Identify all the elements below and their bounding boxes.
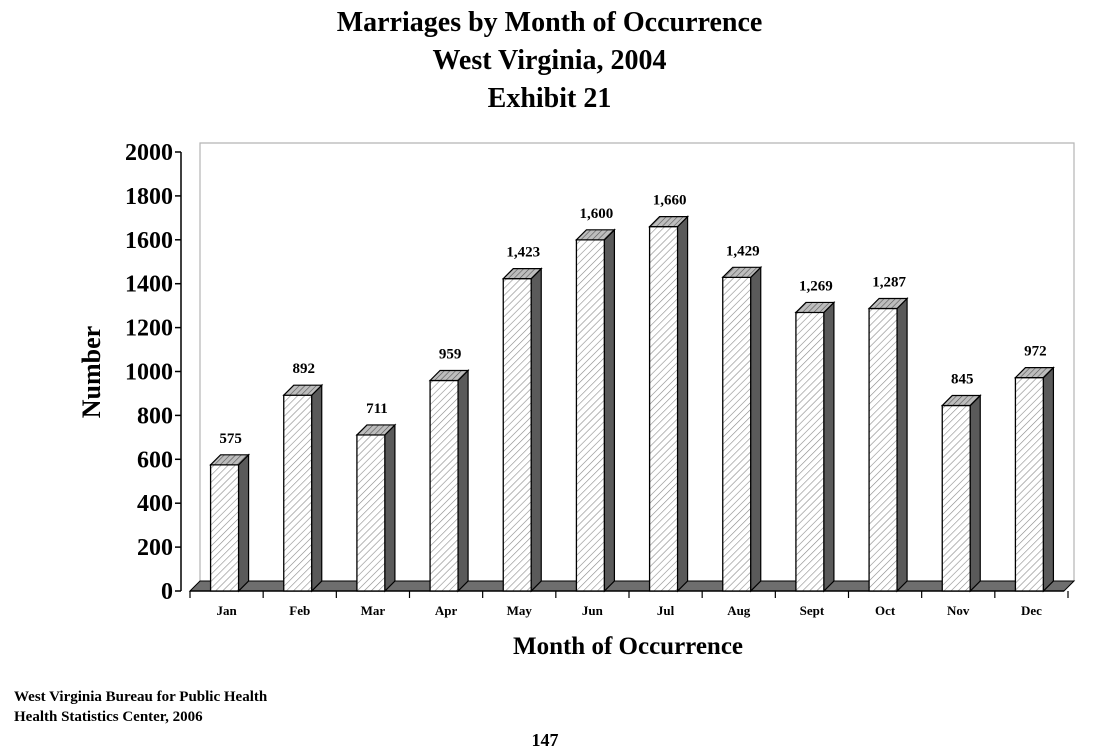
- bar: [868, 307, 898, 592]
- y-tick-label: 800: [137, 403, 173, 429]
- bar-side: [1042, 366, 1055, 593]
- bar-side: [823, 301, 835, 593]
- y-axis-label: Number: [77, 326, 106, 418]
- bar-top: [428, 369, 470, 382]
- bar-side: [896, 297, 908, 593]
- y-tick-label: 1600: [125, 228, 173, 254]
- bar-side: [237, 453, 250, 593]
- page-number: 147: [531, 730, 559, 750]
- x-tick-label: Sept: [800, 603, 825, 618]
- x-tick-label: Jan: [216, 603, 237, 618]
- bar-side: [311, 383, 323, 593]
- bar: [356, 434, 386, 592]
- plot-frame: [199, 142, 1075, 581]
- data-label: 1,269: [799, 278, 833, 294]
- source-line-2: Health Statistics Center, 2006: [14, 709, 203, 725]
- bar-side: [384, 423, 396, 593]
- bar-top: [940, 394, 982, 407]
- chart-subtitle: West Virginia, 2004: [432, 45, 667, 76]
- bar-top: [867, 297, 909, 310]
- data-label: 1,600: [580, 206, 614, 222]
- bar-side: [969, 394, 981, 593]
- x-tick-label: May: [507, 603, 533, 618]
- x-tick-label: Oct: [875, 603, 896, 618]
- bar: [283, 394, 313, 592]
- bar: [941, 404, 971, 592]
- chart-exhibit: Exhibit 21: [487, 83, 612, 114]
- bar: [502, 278, 532, 592]
- y-tick-label: 1000: [125, 360, 173, 386]
- data-label: 1,423: [506, 245, 540, 261]
- bar-top: [209, 454, 251, 466]
- plot-floor: [188, 580, 1076, 592]
- bar-side: [530, 267, 542, 593]
- bar-top: [574, 229, 616, 241]
- bar: [795, 311, 825, 592]
- chart-title: Marriages by Month of Occurrence: [336, 7, 763, 38]
- data-label: 575: [219, 431, 242, 447]
- bar: [429, 379, 459, 592]
- bar: [209, 464, 240, 592]
- bar-top: [648, 216, 690, 228]
- x-tick-label: Mar: [361, 603, 386, 618]
- x-tick-label: Apr: [435, 603, 458, 618]
- bar-top: [721, 266, 763, 278]
- bar-top: [794, 301, 836, 314]
- x-tick-label: Aug: [727, 603, 751, 618]
- source-note: West Virginia Bureau for Public Health H…: [14, 687, 267, 727]
- bar: [648, 225, 679, 592]
- data-label: 1,660: [653, 193, 687, 209]
- source-line-1: West Virginia Bureau for Public Health: [14, 689, 268, 705]
- bar-side: [457, 369, 469, 593]
- bar-top: [355, 424, 397, 436]
- y-tick-label: 200: [137, 535, 173, 561]
- bar: [722, 276, 752, 592]
- bar-top: [1013, 367, 1055, 379]
- y-tick-label: 1800: [125, 184, 173, 210]
- bar-chart: 0 200 400 600 800 1000 1200 1400 1600 1800 2000 575…: [77, 140, 1076, 660]
- data-label: 845: [951, 372, 974, 388]
- y-tick-label: 1200: [125, 316, 173, 342]
- x-tick-label: Nov: [947, 603, 970, 618]
- bar-side: [750, 265, 762, 593]
- y-tick-label: 1400: [125, 272, 173, 298]
- y-tick-label: 2000: [125, 140, 173, 166]
- y-tick-label: 400: [137, 491, 173, 517]
- bar-top: [501, 268, 543, 280]
- data-label: 1,429: [726, 243, 760, 259]
- x-tick-label: Dec: [1021, 603, 1042, 618]
- bar-side: [603, 228, 616, 593]
- data-label: 892: [293, 361, 316, 377]
- x-axis-label: Month of Occurrence: [513, 633, 743, 660]
- y-tick-label: 0: [161, 579, 173, 605]
- y-tick-label: 600: [137, 447, 173, 473]
- data-label: 972: [1024, 344, 1047, 360]
- data-label: 1,287: [872, 275, 906, 291]
- x-tick-label: Jul: [657, 603, 675, 618]
- bar: [1014, 376, 1045, 592]
- x-tick-label: Jun: [582, 603, 604, 618]
- x-tick-label: Feb: [289, 603, 310, 618]
- bar: [575, 239, 606, 592]
- bar-side: [676, 215, 689, 593]
- bar-top: [282, 384, 324, 396]
- data-label: 711: [366, 401, 388, 417]
- data-label: 959: [439, 346, 462, 362]
- chart-title-block: Marriages by Month of Occurrence West Vi…: [0, 4, 1099, 118]
